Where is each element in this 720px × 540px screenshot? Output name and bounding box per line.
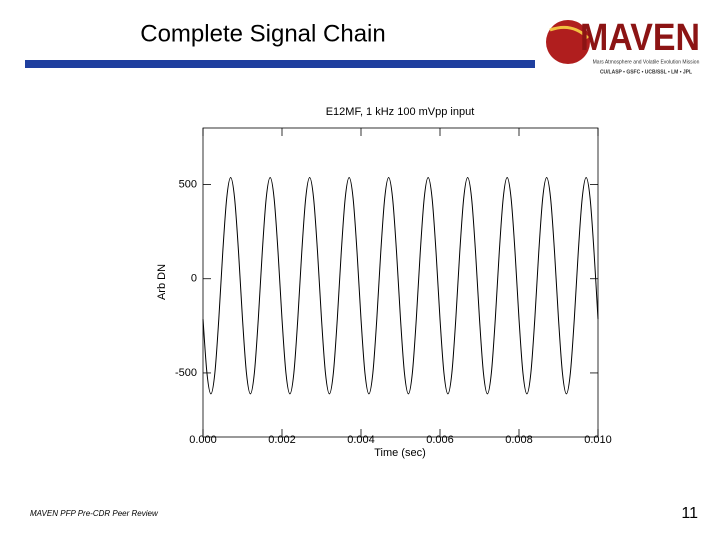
x-tick-label: 0.000 [189, 434, 217, 446]
logo-name: MAVEN [580, 17, 700, 59]
x-tick-label: 0.008 [505, 434, 533, 446]
x-tick-label: 0.002 [268, 434, 296, 446]
chart-title: E12MF, 1 kHz 100 mVpp input [326, 106, 475, 118]
plot-frame [202, 127, 599, 438]
x-tick-label: 0.004 [347, 434, 375, 446]
logo-orbit [549, 25, 590, 40]
slide-title: Complete Signal Chain [140, 20, 385, 47]
logo-tagline: Mars Atmosphere and Volatile Evolution M… [593, 59, 700, 65]
logo: MAVEN Mars Atmosphere and Volatile Evolu… [546, 17, 700, 75]
page-number: 11 [681, 505, 698, 522]
y-tick-label: -500 [175, 367, 197, 379]
x-axis-label: Time (sec) [374, 447, 426, 459]
y-tick-label: 500 [179, 178, 197, 190]
y-axis-label: Arb DN [156, 264, 168, 300]
y-tick-label: 0 [191, 273, 197, 285]
logo-partners: CU/LASP • GSFC • UCB/SSL • LM • JPL [600, 69, 692, 75]
signal-line [202, 177, 599, 395]
x-tick-label: 0.006 [426, 434, 454, 446]
x-tick-label: 0.010 [584, 434, 612, 446]
footer: MAVEN PFP Pre-CDR Peer Review [30, 509, 159, 518]
title-bar [25, 60, 535, 68]
